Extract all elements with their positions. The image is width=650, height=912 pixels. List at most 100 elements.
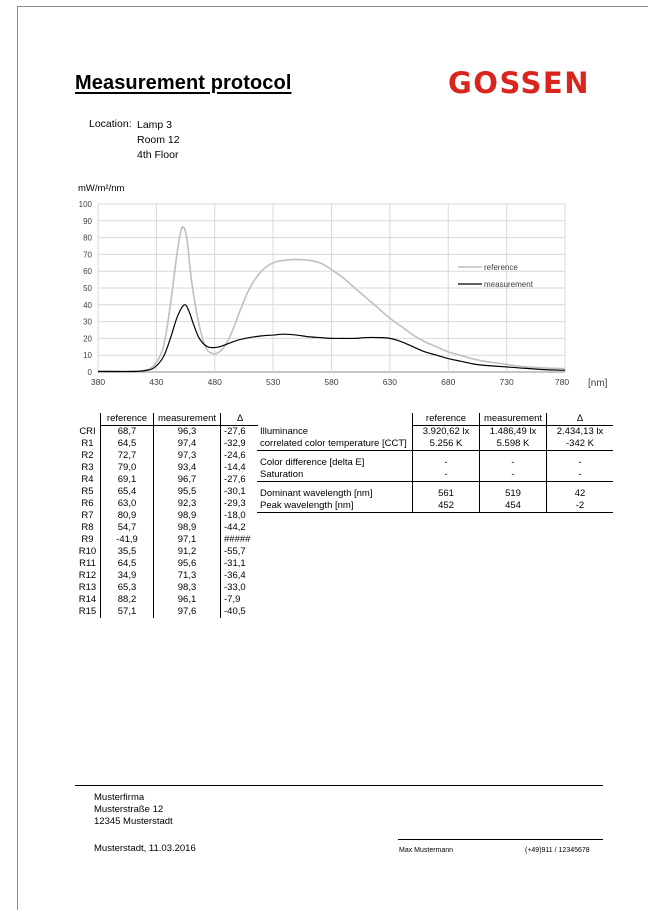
x-tick-label: 380 xyxy=(91,377,105,387)
y-tick-label: 80 xyxy=(83,234,92,243)
cri-cell: 65,3 xyxy=(100,582,154,594)
cri-cell: R14 xyxy=(78,594,97,605)
measurement-value: - xyxy=(479,457,547,469)
measurement-row: Illuminance 3.920,62 lx 1.486,49 lx 2.434,1… xyxy=(257,425,613,438)
cri-cell: -31,1 xyxy=(220,558,258,570)
measurement-row: Peak wavelength [nm] 452 454 -2 xyxy=(257,500,613,513)
x-tick-label: 580 xyxy=(324,377,338,387)
cri-cell: 72,7 xyxy=(100,450,154,462)
cri-cell: 97,6 xyxy=(153,606,221,618)
signer-name: Max Mustermann xyxy=(399,847,454,854)
cri-header-cell: Δ xyxy=(220,413,258,426)
cri-cell: 68,7 xyxy=(100,425,154,438)
cri-cell: -29,3 xyxy=(220,498,258,510)
series-line-reference xyxy=(97,226,566,373)
measurement-label: Color difference [delta E] xyxy=(260,457,365,468)
cri-cell: 96,1 xyxy=(153,594,221,606)
cri-cell: -14,4 xyxy=(220,462,258,474)
measurement-header-row: reference measurement Δ xyxy=(257,413,613,426)
measurement-row: Saturation - - - xyxy=(257,469,613,482)
cri-cell: -40,5 xyxy=(220,606,258,618)
cri-cell: -55,7 xyxy=(220,546,258,558)
location-label: Location: xyxy=(89,118,132,130)
x-tick-label: 530 xyxy=(266,377,280,387)
location-line-room: Room 12 xyxy=(137,134,180,146)
cri-row: R13 65,3 98,3 -33,0 xyxy=(75,582,258,594)
cri-cell: 80,9 xyxy=(100,510,154,522)
cri-cell: 63,0 xyxy=(100,498,154,510)
measurement-header-cell: reference xyxy=(412,413,480,426)
cri-cell: 71,3 xyxy=(153,570,221,582)
measurement-value: 3.920,62 lx xyxy=(412,425,480,438)
measurement-row: Color difference [delta E] - - - xyxy=(257,457,613,469)
x-axis-unit: [nm] xyxy=(588,378,608,389)
cri-cell: 92,3 xyxy=(153,498,221,510)
cri-cell: R4 xyxy=(81,474,94,485)
cri-cell: R11 xyxy=(79,558,96,569)
cri-cell: 98,3 xyxy=(153,582,221,594)
signer-phone: (+49)911 / 12345678 xyxy=(525,847,590,854)
y-tick-label: 100 xyxy=(79,200,93,209)
measurement-value: 5.256 K xyxy=(412,438,480,451)
cri-cell: 64,5 xyxy=(100,558,154,570)
cri-cell: 57,1 xyxy=(100,606,154,618)
measurement-value: - xyxy=(546,457,613,469)
page-frame xyxy=(17,6,648,910)
cri-row: R12 34,9 71,3 -36,4 xyxy=(75,570,258,582)
cri-cell: -41,9 xyxy=(100,534,154,546)
measurement-row: correlated color temperature [CCT] 5.256 … xyxy=(257,438,613,451)
measurement-value: -2 xyxy=(546,500,613,513)
measurement-label: Saturation xyxy=(257,469,413,482)
cri-cell: R5 xyxy=(81,486,94,497)
cri-row: CRI 68,7 96,3 -27,6 xyxy=(75,425,258,438)
cri-cell: -27,6 xyxy=(220,474,258,486)
gossen-logo: GOSSEN xyxy=(448,66,591,100)
cri-row: R3 79,0 93,4 -14,4 xyxy=(75,462,258,474)
cri-cell: -27,6 xyxy=(220,425,258,438)
measurement-block: reference measurement Δ Illuminance 3.920,62… xyxy=(257,413,613,513)
cri-cell: -44,2 xyxy=(220,522,258,534)
cri-cell: 64,5 xyxy=(100,438,154,450)
cri-row: R7 80,9 98,9 -18,0 xyxy=(75,510,258,522)
cri-cell: 97,4 xyxy=(153,438,221,450)
measurement-value: - xyxy=(479,469,547,482)
cri-header-cell: measurement xyxy=(153,413,221,426)
series-line-measurement xyxy=(97,304,566,373)
cri-cell: 96,3 xyxy=(153,425,221,438)
cri-cell: 96,7 xyxy=(153,474,221,486)
place-date: Musterstadt, 11.03.2016 xyxy=(94,843,196,854)
cri-cell: ##### xyxy=(220,534,258,546)
cri-cell: R1 xyxy=(81,438,94,449)
measurement-label: Dominant wavelength [nm] xyxy=(260,488,373,499)
cri-cell: -24,6 xyxy=(220,450,258,462)
company-address: Musterfirma Musterstraße 12 12345 Muster… xyxy=(94,792,173,828)
cri-cell: -7,9 xyxy=(220,594,258,606)
measurement-value: 519 xyxy=(479,488,547,500)
x-tick-label: 480 xyxy=(208,377,222,387)
measurement-value: -342 K xyxy=(546,438,613,451)
location-line-lamp: Lamp 3 xyxy=(137,119,173,131)
cri-row: R15 57,1 97,6 -40,5 xyxy=(75,606,258,618)
cri-cell: -18,0 xyxy=(220,510,258,522)
cri-cell: 95,5 xyxy=(153,486,221,498)
x-tick-label: 630 xyxy=(383,377,397,387)
cri-row: R1 64,5 97,4 -32,9 xyxy=(75,438,258,450)
x-tick-label: 430 xyxy=(149,377,163,387)
measurement-header-cell: measurement xyxy=(479,413,547,426)
y-tick-label: 0 xyxy=(88,368,93,377)
spectrum-chart: 0 10 20 30 40 50 60 70 80 90 100 380 430 480 530 580 630… xyxy=(79,200,570,387)
cri-cell: 97,1 xyxy=(153,534,221,546)
cri-cell: 54,7 xyxy=(100,522,154,534)
cri-cell: 79,0 xyxy=(100,462,154,474)
cri-cell: 93,4 xyxy=(153,462,221,474)
measurement-value: 5.598 K xyxy=(479,438,547,451)
measurement-row: Dominant wavelength [nm] 561 519 42 xyxy=(257,488,613,500)
x-tick-label: 680 xyxy=(441,377,455,387)
measurement-spacer xyxy=(257,450,613,457)
y-axis-unit: mW/m²/nm xyxy=(78,183,125,194)
measurement-table: reference measurement Δ Illuminance 3.920,62… xyxy=(257,413,613,513)
page-title: Measurement protocol xyxy=(75,72,292,94)
cri-cell: -32,9 xyxy=(220,438,258,450)
cri-cell: 97,3 xyxy=(153,450,221,462)
cri-cell: 98,9 xyxy=(153,510,221,522)
